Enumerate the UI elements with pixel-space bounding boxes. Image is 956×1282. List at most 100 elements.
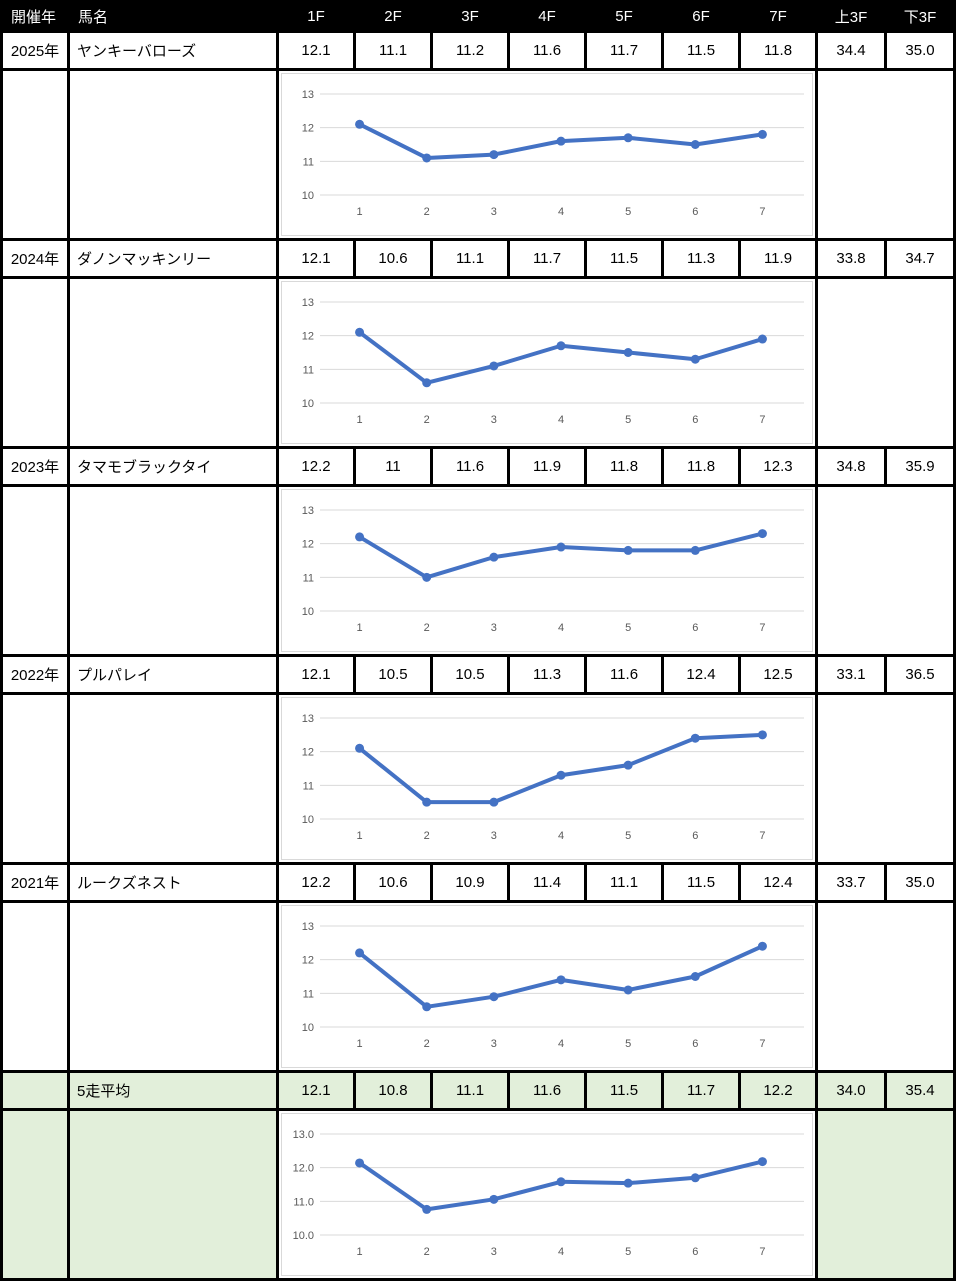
lap-point [556, 341, 566, 351]
average-down3f-cell: 35.4 [887, 1073, 953, 1108]
lap-cell-3f: 11.1 [433, 241, 507, 276]
horse-name-cell: ヤンキーバローズ [70, 33, 276, 68]
header-cell-3f: 3F [433, 3, 507, 30]
x-tick-label: 3 [491, 1038, 497, 1050]
lap-point [623, 985, 633, 995]
lap-cell-2f: 10.5 [356, 657, 430, 692]
horse-name-cell-empty [70, 71, 276, 238]
horse-name-cell-empty [70, 903, 276, 1070]
year-cell-empty [3, 903, 67, 1070]
lap-chart-2025-cell: 13 12 11 10 1 2 3 4 5 6 7 [279, 71, 815, 238]
horse-name-cell: ルークズネスト [70, 865, 276, 900]
y-tick-label: 12.0 [293, 1163, 314, 1175]
lap-chart-2021: 13 12 11 10 1 2 3 4 5 6 7 [281, 905, 813, 1068]
x-tick-label: 3 [491, 622, 497, 634]
lap-point [556, 136, 566, 146]
merged-3f-cell-empty [818, 487, 953, 654]
lap-point [757, 129, 767, 139]
lap-point [489, 797, 499, 807]
lap-line [357, 732, 765, 805]
year-cell-empty [3, 695, 67, 862]
lap-cell-7f: 12.3 [741, 449, 815, 484]
average-lap-cell-7f: 12.2 [741, 1073, 815, 1108]
lap-cell-6f: 11.8 [664, 449, 738, 484]
up3f-cell: 33.8 [818, 241, 884, 276]
lap-cell-3f: 11.6 [433, 449, 507, 484]
average-lap-cell-5f: 11.5 [587, 1073, 661, 1108]
x-tick-label: 1 [357, 1246, 363, 1258]
lap-cell-2f: 11 [356, 449, 430, 484]
x-tick-label: 5 [625, 1246, 631, 1258]
lap-point [422, 378, 432, 388]
y-tick-label: 10.0 [293, 1230, 314, 1242]
y-tick-label: 12 [302, 955, 314, 967]
lap-point [757, 1157, 767, 1167]
lap-cell-7f: 12.5 [741, 657, 815, 692]
lap-point [489, 361, 499, 371]
lap-chart-2021-cell: 13 12 11 10 1 2 3 4 5 6 7 [279, 903, 815, 1070]
lap-point [690, 545, 700, 555]
merged-3f-cell-empty [818, 695, 953, 862]
lap-cell-4f: 11.3 [510, 657, 584, 692]
y-tick-label: 11 [303, 572, 314, 584]
lap-cell-3f: 10.5 [433, 657, 507, 692]
year-cell: 2024年 [3, 241, 67, 276]
year-cell: 2023年 [3, 449, 67, 484]
merged-3f-cell-empty [818, 71, 953, 238]
lap-cell-7f: 11.8 [741, 33, 815, 68]
lap-point [623, 1178, 633, 1188]
x-tick-label: 7 [759, 1246, 765, 1258]
header-cell-year: 開催年 [3, 3, 67, 30]
x-tick-label: 1 [357, 830, 363, 842]
down3f-cell: 35.0 [887, 33, 953, 68]
lap-cell-1f: 12.2 [279, 449, 353, 484]
x-tick-label: 4 [558, 1038, 564, 1050]
year-cell: 2021年 [3, 865, 67, 900]
lap-cell-1f: 12.1 [279, 657, 353, 692]
header-cell-down3f: 下3F [887, 3, 953, 30]
year-cell-empty [3, 487, 67, 654]
lap-point [422, 153, 432, 163]
y-tick-label: 13 [302, 89, 314, 101]
lap-cell-5f: 11.7 [587, 33, 661, 68]
y-tick-label: 13 [302, 921, 314, 933]
lap-line [357, 330, 765, 385]
x-tick-label: 3 [491, 206, 497, 218]
x-tick-label: 7 [759, 206, 765, 218]
x-tick-label: 4 [558, 414, 564, 426]
lap-point [556, 975, 566, 985]
lap-point [623, 760, 633, 770]
y-tick-label: 13.0 [293, 1129, 314, 1141]
merged-3f-cell-empty [818, 279, 953, 446]
header-cell-5f: 5F [587, 3, 661, 30]
year-cell: 2022年 [3, 657, 67, 692]
down3f-cell: 35.9 [887, 449, 953, 484]
lap-point [355, 1158, 365, 1168]
lap-chart-2024: 13 12 11 10 1 2 3 4 5 6 7 [281, 281, 813, 444]
y-tick-label: 13 [302, 713, 314, 725]
lap-chart-2023-cell: 13 12 11 10 1 2 3 4 5 6 7 [279, 487, 815, 654]
x-tick-label: 6 [692, 1038, 698, 1050]
x-tick-label: 3 [491, 1246, 497, 1258]
x-tick-label: 4 [558, 830, 564, 842]
y-tick-label: 13 [302, 297, 314, 309]
lap-point [556, 770, 566, 780]
down3f-cell: 35.0 [887, 865, 953, 900]
header-cell-horse-name: 馬名 [70, 3, 276, 30]
x-tick-label: 7 [759, 1038, 765, 1050]
y-tick-label: 11.0 [293, 1196, 314, 1208]
lap-point [757, 941, 767, 951]
x-tick-label: 7 [759, 622, 765, 634]
up3f-cell: 33.7 [818, 865, 884, 900]
lap-cell-4f: 11.4 [510, 865, 584, 900]
lap-cell-1f: 12.1 [279, 33, 353, 68]
x-tick-label: 5 [625, 414, 631, 426]
x-tick-label: 6 [692, 830, 698, 842]
lap-cell-4f: 11.7 [510, 241, 584, 276]
x-tick-label: 4 [558, 1246, 564, 1258]
average-lap-cell-4f: 11.6 [510, 1073, 584, 1108]
average-label-cell: 5走平均 [70, 1073, 276, 1108]
